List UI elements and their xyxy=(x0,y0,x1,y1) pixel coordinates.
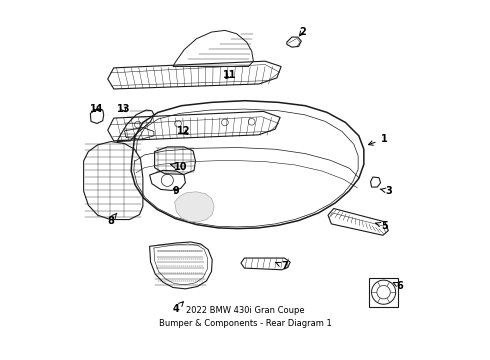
Text: 8: 8 xyxy=(107,213,117,226)
Text: 11: 11 xyxy=(223,69,237,80)
Text: 3: 3 xyxy=(380,186,392,196)
Text: 10: 10 xyxy=(171,162,188,172)
Text: 13: 13 xyxy=(117,104,130,114)
Text: 6: 6 xyxy=(393,280,403,291)
Text: 5: 5 xyxy=(376,221,388,231)
Text: 2022 BMW 430i Gran Coupe
Bumper & Components - Rear Diagram 1: 2022 BMW 430i Gran Coupe Bumper & Compon… xyxy=(159,306,331,328)
Polygon shape xyxy=(175,192,214,222)
Text: 1: 1 xyxy=(368,134,387,145)
Text: 12: 12 xyxy=(177,126,191,136)
Text: 4: 4 xyxy=(173,302,183,314)
Text: 7: 7 xyxy=(276,261,288,271)
Text: 2: 2 xyxy=(299,27,306,37)
Text: 9: 9 xyxy=(173,186,180,196)
Text: 14: 14 xyxy=(90,104,104,114)
